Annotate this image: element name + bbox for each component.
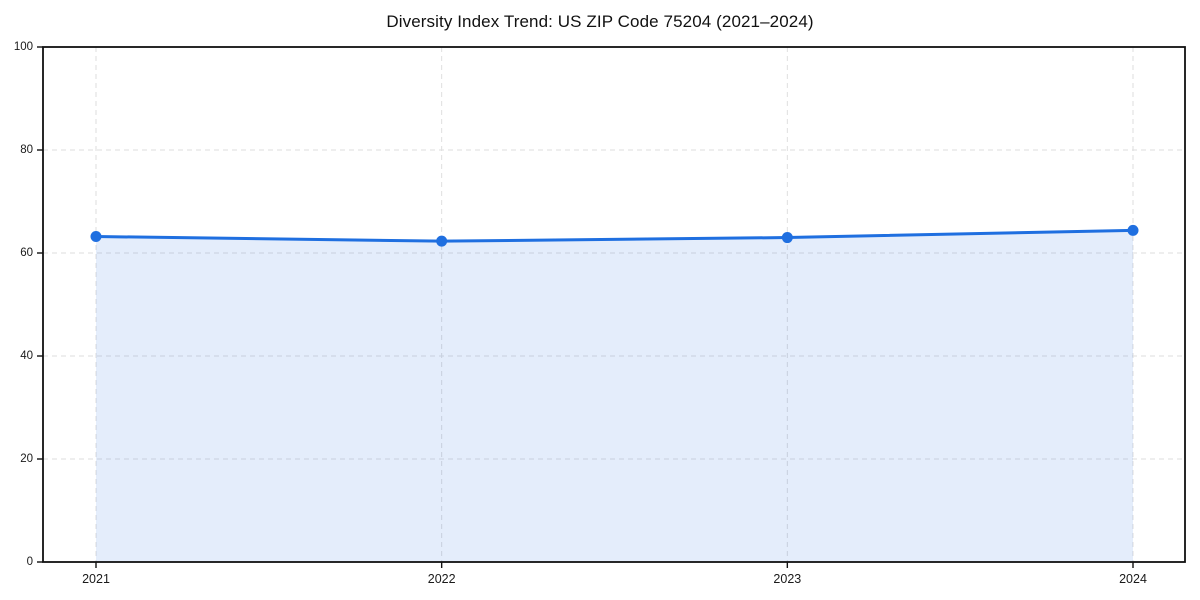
x-tick-label: 2022 xyxy=(428,572,456,586)
plot-border xyxy=(42,46,1186,563)
chart-title: Diversity Index Trend: US ZIP Code 75204… xyxy=(386,12,814,31)
area-fill xyxy=(96,230,1133,562)
y-tick-label: 100 xyxy=(14,41,33,53)
x-tick-label: 2023 xyxy=(773,572,801,586)
y-tick-label: 20 xyxy=(20,453,33,465)
trend-line xyxy=(94,228,1135,243)
y-tick-label: 40 xyxy=(20,350,33,362)
data-point-2021 xyxy=(90,231,102,243)
x-tick-label: 2021 xyxy=(82,572,110,586)
data-point-2022 xyxy=(436,235,448,247)
y-tick-label: 80 xyxy=(20,144,33,156)
y-tick-label: 0 xyxy=(27,556,33,568)
data-point-2023 xyxy=(781,232,793,244)
x-tick-label: 2024 xyxy=(1119,572,1147,586)
data-point-2024 xyxy=(1127,224,1139,236)
y-tick-label: 60 xyxy=(20,247,33,259)
